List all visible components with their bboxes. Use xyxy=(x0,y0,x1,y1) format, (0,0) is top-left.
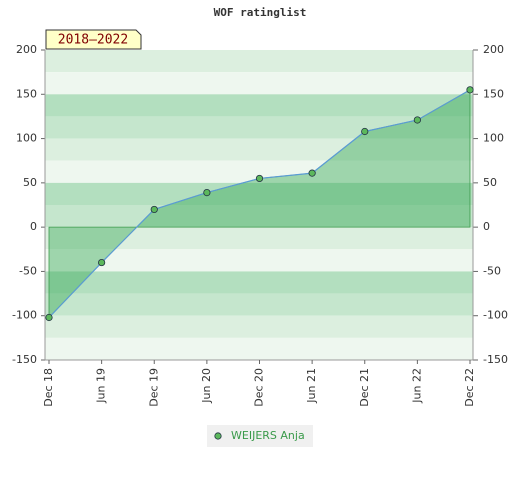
background-band xyxy=(45,50,473,73)
y2-tick-label: -100 xyxy=(483,309,508,322)
annotation-box xyxy=(45,29,142,50)
y2-tick-label: -50 xyxy=(483,264,501,277)
x-tick-label: Jun 22 xyxy=(410,368,423,404)
y2-tick-label: 100 xyxy=(483,132,504,145)
y2-tick-label: 200 xyxy=(483,43,504,56)
legend-box xyxy=(207,425,313,447)
background-band xyxy=(45,182,473,205)
x-tick-label: Jun 19 xyxy=(95,368,108,404)
y-tick-label: -50 xyxy=(19,264,37,277)
y2-tick-label: 0 xyxy=(483,220,490,233)
background-band xyxy=(45,227,473,250)
chart-title: WOF ratinglist xyxy=(214,6,307,19)
y2-tick-label: 50 xyxy=(483,176,497,189)
background-band xyxy=(45,249,473,272)
annotation: 2018–2022 xyxy=(58,33,128,48)
x-tick-label: Jun 20 xyxy=(200,368,213,404)
point xyxy=(361,127,369,136)
background-band xyxy=(45,138,473,161)
legend-marker xyxy=(214,432,222,440)
legend-label: WEIJERS Anja xyxy=(231,429,305,442)
y-tick-label: -100 xyxy=(12,309,37,322)
point xyxy=(413,116,421,124)
y-tick-label: 100 xyxy=(16,132,37,145)
background-band xyxy=(45,337,473,360)
x-tick-label: Dec 21 xyxy=(358,368,371,407)
y2-tick-label: 150 xyxy=(483,87,504,100)
background-band xyxy=(45,94,473,117)
y-tick-label: 150 xyxy=(16,87,37,100)
point xyxy=(308,169,316,177)
background-band xyxy=(45,271,473,294)
x-tick-label: Dec 20 xyxy=(253,368,266,407)
point xyxy=(255,174,264,183)
x-tick-label: Dec 22 xyxy=(463,368,476,407)
point xyxy=(150,205,158,214)
y-tick-label: 50 xyxy=(23,176,37,189)
y2-tick-label: -150 xyxy=(483,353,508,366)
x-tick-label: Dec 19 xyxy=(147,368,160,407)
x-tick-label: Dec 18 xyxy=(42,368,55,407)
point xyxy=(45,313,53,322)
background-band xyxy=(45,315,473,338)
point xyxy=(466,86,474,94)
background-band xyxy=(45,293,473,316)
y-tick-label: 200 xyxy=(16,43,37,56)
background-band xyxy=(45,72,473,95)
point xyxy=(203,189,211,197)
x-tick-label: Jun 21 xyxy=(305,368,318,404)
point xyxy=(98,258,106,267)
y-tick-label: -150 xyxy=(12,353,37,366)
y-tick-label: 0 xyxy=(30,220,37,233)
background-band xyxy=(45,160,473,183)
